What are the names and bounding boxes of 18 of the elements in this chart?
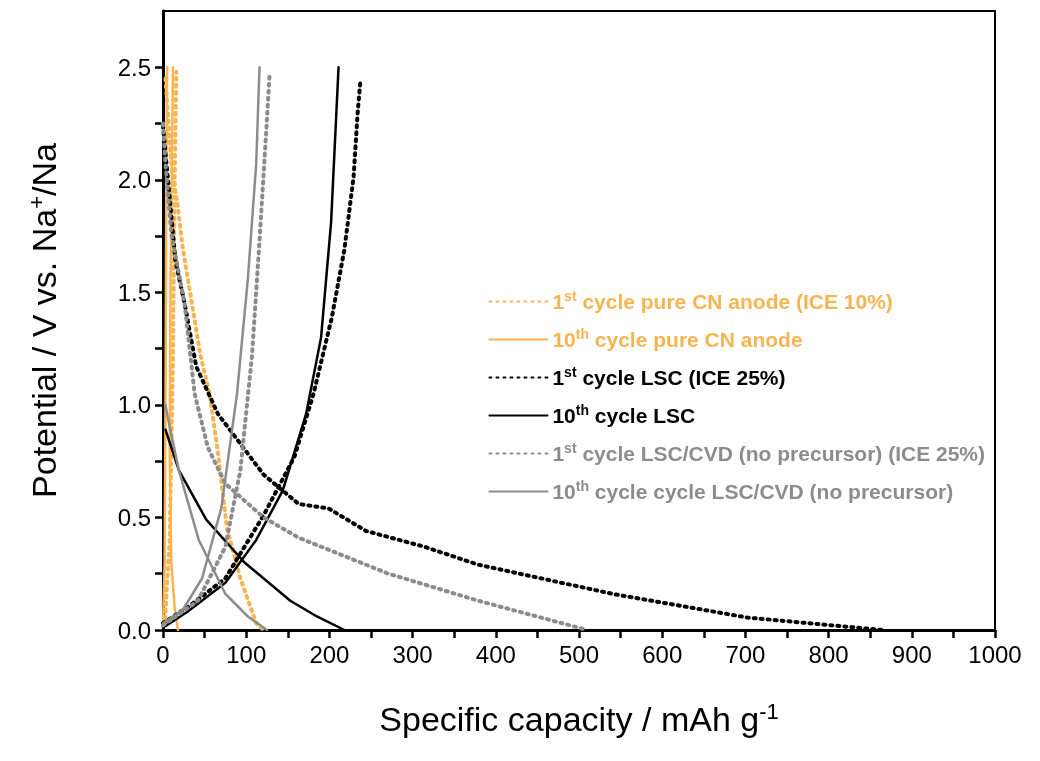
- y-tick-label: 1.5: [117, 278, 151, 306]
- y-axis-title: Potential / V vs. Na+/Na: [23, 142, 63, 498]
- x-tick-label: 600: [642, 640, 683, 668]
- x-tick-label: 500: [558, 640, 600, 668]
- x-tick-label: 300: [392, 640, 433, 668]
- y-tick-label: 0.0: [117, 616, 151, 644]
- x-tick-label: 400: [475, 640, 516, 668]
- x-tick-label: 100: [226, 640, 267, 668]
- x-tick-label: 1000: [968, 640, 1022, 668]
- x-tick-label: 200: [309, 640, 350, 668]
- x-tick-label: 900: [891, 640, 932, 668]
- x-tick-label: 700: [725, 640, 766, 668]
- y-tick-label: 2.5: [117, 53, 151, 81]
- y-tick-label: 1.0: [117, 391, 151, 419]
- y-tick-label: 0.5: [117, 503, 151, 531]
- y-tick-label: 2.0: [117, 166, 151, 194]
- x-tick-label: 0: [156, 640, 170, 668]
- x-tick-label: 800: [808, 640, 849, 668]
